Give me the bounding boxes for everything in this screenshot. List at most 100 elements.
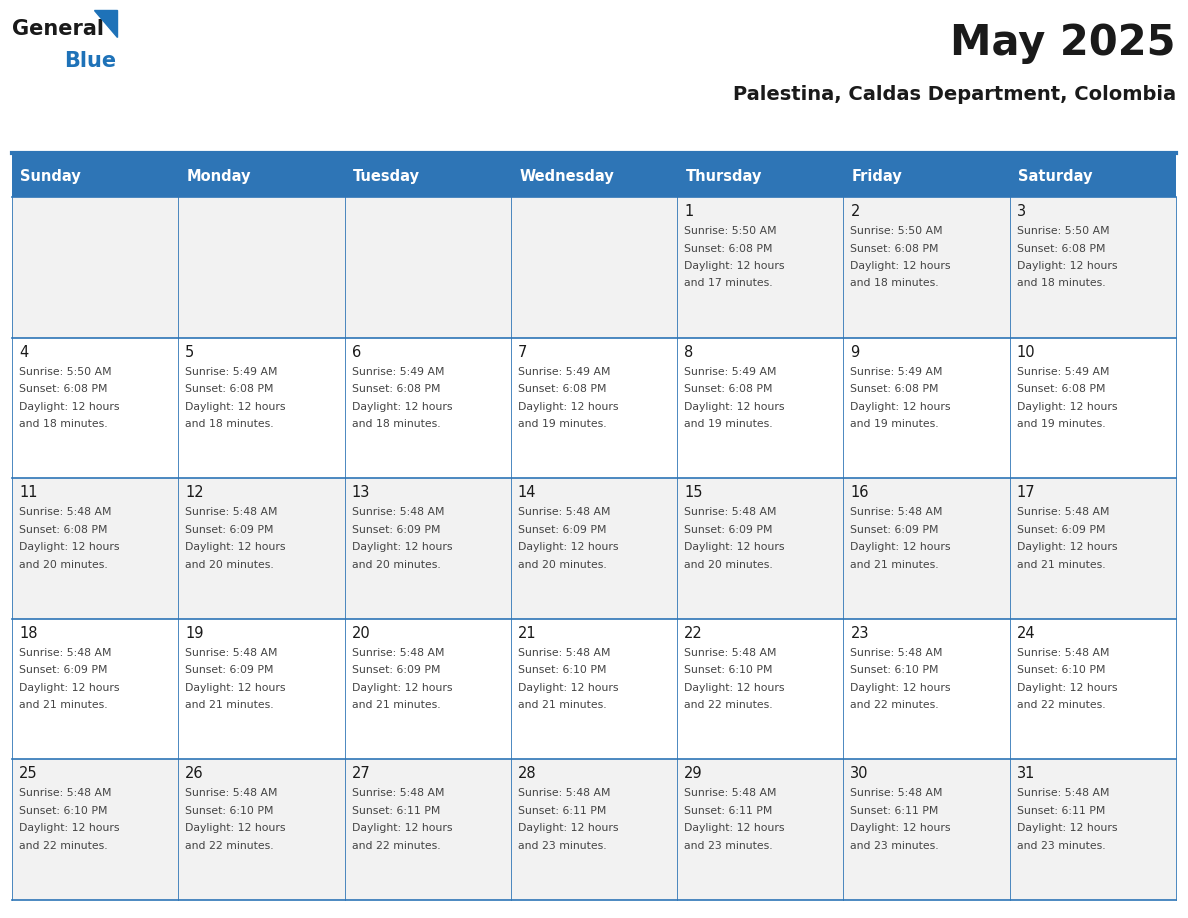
- Text: Tuesday: Tuesday: [353, 169, 419, 184]
- Text: Sunset: 6:09 PM: Sunset: 6:09 PM: [352, 666, 440, 676]
- Text: 25: 25: [19, 767, 38, 781]
- Text: Daylight: 12 hours: Daylight: 12 hours: [684, 543, 784, 553]
- Text: Daylight: 12 hours: Daylight: 12 hours: [1017, 543, 1117, 553]
- Text: Sunrise: 5:50 AM: Sunrise: 5:50 AM: [1017, 226, 1110, 236]
- Text: Sunset: 6:09 PM: Sunset: 6:09 PM: [185, 666, 273, 676]
- Bar: [843, 338, 1010, 478]
- Text: Sunrise: 5:48 AM: Sunrise: 5:48 AM: [518, 508, 611, 517]
- Text: 16: 16: [851, 486, 868, 500]
- Bar: [12, 478, 178, 619]
- Text: and 20 minutes.: and 20 minutes.: [19, 560, 108, 570]
- Text: Daylight: 12 hours: Daylight: 12 hours: [851, 401, 950, 411]
- Text: 6: 6: [352, 344, 361, 360]
- Bar: [511, 478, 677, 619]
- Bar: [178, 155, 345, 197]
- Text: Daylight: 12 hours: Daylight: 12 hours: [352, 401, 453, 411]
- Text: Daylight: 12 hours: Daylight: 12 hours: [518, 543, 619, 553]
- Text: 13: 13: [352, 486, 369, 500]
- Text: Sunset: 6:08 PM: Sunset: 6:08 PM: [684, 384, 772, 394]
- Text: Daylight: 12 hours: Daylight: 12 hours: [851, 683, 950, 693]
- Text: Daylight: 12 hours: Daylight: 12 hours: [518, 401, 619, 411]
- Text: Sunset: 6:08 PM: Sunset: 6:08 PM: [851, 384, 939, 394]
- Text: and 21 minutes.: and 21 minutes.: [352, 700, 441, 711]
- Text: Sunset: 6:11 PM: Sunset: 6:11 PM: [684, 806, 772, 816]
- Text: Blue: Blue: [64, 51, 116, 71]
- Text: Sunrise: 5:49 AM: Sunrise: 5:49 AM: [1017, 366, 1110, 376]
- Text: 14: 14: [518, 486, 536, 500]
- Text: Thursday: Thursday: [685, 169, 762, 184]
- Text: and 23 minutes.: and 23 minutes.: [851, 841, 939, 851]
- Text: Daylight: 12 hours: Daylight: 12 hours: [851, 543, 950, 553]
- Text: Daylight: 12 hours: Daylight: 12 hours: [851, 823, 950, 834]
- Text: and 20 minutes.: and 20 minutes.: [518, 560, 607, 570]
- Text: Sunrise: 5:48 AM: Sunrise: 5:48 AM: [352, 648, 444, 658]
- Text: and 22 minutes.: and 22 minutes.: [185, 841, 274, 851]
- Text: Daylight: 12 hours: Daylight: 12 hours: [1017, 823, 1117, 834]
- Text: and 19 minutes.: and 19 minutes.: [684, 420, 772, 429]
- Text: Daylight: 12 hours: Daylight: 12 hours: [185, 683, 286, 693]
- Bar: [12, 759, 178, 900]
- Text: and 21 minutes.: and 21 minutes.: [19, 700, 108, 711]
- Text: 10: 10: [1017, 344, 1035, 360]
- Text: Sunset: 6:11 PM: Sunset: 6:11 PM: [1017, 806, 1105, 816]
- Text: Sunrise: 5:48 AM: Sunrise: 5:48 AM: [185, 508, 278, 517]
- Text: Sunrise: 5:49 AM: Sunrise: 5:49 AM: [518, 366, 611, 376]
- Text: Sunset: 6:10 PM: Sunset: 6:10 PM: [185, 806, 273, 816]
- Text: 19: 19: [185, 626, 204, 641]
- Text: Sunset: 6:08 PM: Sunset: 6:08 PM: [19, 384, 107, 394]
- Text: and 21 minutes.: and 21 minutes.: [851, 560, 939, 570]
- Bar: [12, 155, 178, 197]
- Text: and 18 minutes.: and 18 minutes.: [851, 278, 939, 288]
- Text: Sunset: 6:08 PM: Sunset: 6:08 PM: [1017, 243, 1105, 253]
- Text: Sunrise: 5:49 AM: Sunrise: 5:49 AM: [185, 366, 278, 376]
- Text: and 21 minutes.: and 21 minutes.: [518, 700, 607, 711]
- Text: Daylight: 12 hours: Daylight: 12 hours: [684, 261, 784, 271]
- Bar: [345, 759, 511, 900]
- Text: Sunrise: 5:48 AM: Sunrise: 5:48 AM: [1017, 648, 1110, 658]
- Text: Daylight: 12 hours: Daylight: 12 hours: [19, 401, 120, 411]
- Text: and 18 minutes.: and 18 minutes.: [185, 420, 274, 429]
- Text: Sunset: 6:10 PM: Sunset: 6:10 PM: [19, 806, 107, 816]
- Bar: [511, 338, 677, 478]
- Text: 21: 21: [518, 626, 537, 641]
- Text: Sunrise: 5:48 AM: Sunrise: 5:48 AM: [19, 789, 112, 799]
- Text: Sunset: 6:10 PM: Sunset: 6:10 PM: [851, 666, 939, 676]
- Text: and 22 minutes.: and 22 minutes.: [1017, 700, 1105, 711]
- Text: Sunrise: 5:48 AM: Sunrise: 5:48 AM: [19, 648, 112, 658]
- Bar: [677, 619, 843, 759]
- Text: Daylight: 12 hours: Daylight: 12 hours: [19, 543, 120, 553]
- Text: Sunset: 6:11 PM: Sunset: 6:11 PM: [851, 806, 939, 816]
- Text: Daylight: 12 hours: Daylight: 12 hours: [185, 401, 286, 411]
- Text: and 23 minutes.: and 23 minutes.: [518, 841, 607, 851]
- Text: Daylight: 12 hours: Daylight: 12 hours: [352, 823, 453, 834]
- Text: Sunrise: 5:49 AM: Sunrise: 5:49 AM: [684, 366, 777, 376]
- Text: Daylight: 12 hours: Daylight: 12 hours: [684, 401, 784, 411]
- Text: Sunrise: 5:48 AM: Sunrise: 5:48 AM: [518, 648, 611, 658]
- Bar: [345, 197, 511, 338]
- Text: 12: 12: [185, 486, 204, 500]
- Bar: [345, 478, 511, 619]
- Bar: [1010, 338, 1176, 478]
- Text: and 21 minutes.: and 21 minutes.: [1017, 560, 1105, 570]
- Text: Daylight: 12 hours: Daylight: 12 hours: [352, 683, 453, 693]
- Bar: [1010, 155, 1176, 197]
- Text: and 23 minutes.: and 23 minutes.: [1017, 841, 1105, 851]
- Bar: [1010, 759, 1176, 900]
- Text: 20: 20: [352, 626, 371, 641]
- Text: 31: 31: [1017, 767, 1035, 781]
- Text: 27: 27: [352, 767, 371, 781]
- Text: Sunrise: 5:50 AM: Sunrise: 5:50 AM: [684, 226, 777, 236]
- Text: and 20 minutes.: and 20 minutes.: [352, 560, 441, 570]
- Text: Palestina, Caldas Department, Colombia: Palestina, Caldas Department, Colombia: [733, 85, 1176, 104]
- Text: Sunset: 6:08 PM: Sunset: 6:08 PM: [851, 243, 939, 253]
- Text: and 22 minutes.: and 22 minutes.: [684, 700, 772, 711]
- Text: Sunset: 6:08 PM: Sunset: 6:08 PM: [19, 525, 107, 534]
- Bar: [345, 338, 511, 478]
- Text: Sunset: 6:09 PM: Sunset: 6:09 PM: [684, 525, 772, 534]
- Text: Sunrise: 5:48 AM: Sunrise: 5:48 AM: [851, 508, 943, 517]
- Bar: [1010, 619, 1176, 759]
- Text: Daylight: 12 hours: Daylight: 12 hours: [19, 823, 120, 834]
- Bar: [677, 197, 843, 338]
- Text: Sunrise: 5:48 AM: Sunrise: 5:48 AM: [1017, 508, 1110, 517]
- Text: Sunset: 6:08 PM: Sunset: 6:08 PM: [185, 384, 273, 394]
